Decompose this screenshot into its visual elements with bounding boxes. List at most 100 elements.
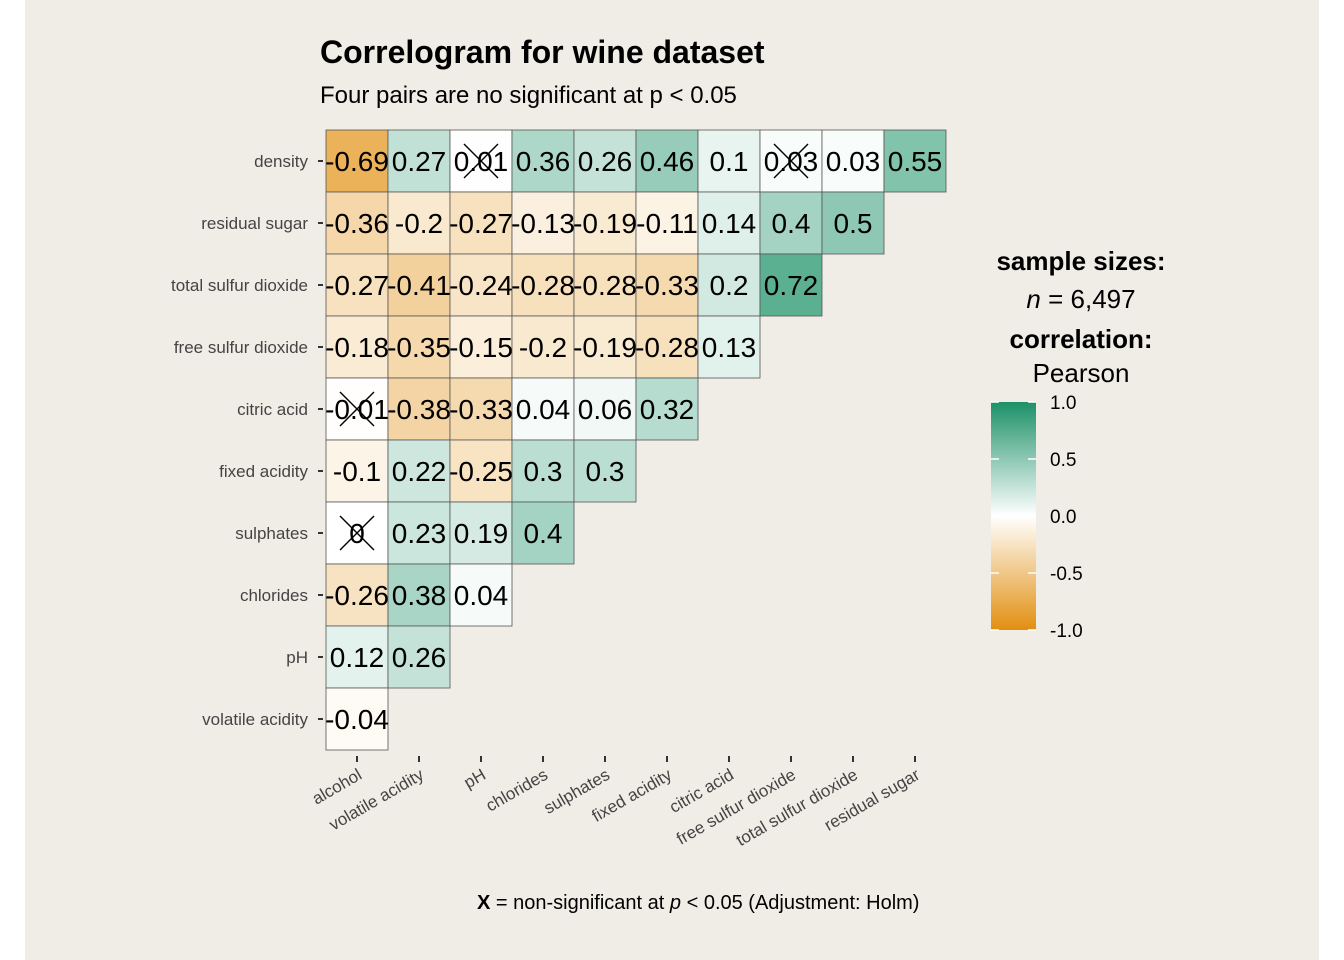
legend-corr-title: correlation: xyxy=(1009,324,1153,354)
y-tick-label: residual sugar xyxy=(201,214,308,233)
heatmap-cell xyxy=(759,253,823,317)
cell-value-label: -0.69 xyxy=(325,146,389,177)
caption-mark: X xyxy=(477,892,491,914)
heatmap-cell xyxy=(449,377,513,441)
cell-value-label: 0.06 xyxy=(578,394,633,425)
y-tick-label: density xyxy=(254,152,308,171)
cell-value-label: -0.28 xyxy=(573,270,637,301)
heatmap-cells: -0.690.270.010.360.260.460.10.030.030.55… xyxy=(325,129,947,751)
cell-value-label: 0.36 xyxy=(516,146,571,177)
legend-sample-title: sample sizes: xyxy=(996,246,1166,276)
heatmap-cell xyxy=(387,625,451,689)
cell-value-label: 0.3 xyxy=(524,456,563,487)
heatmap-cell xyxy=(387,253,451,317)
heatmap-cell xyxy=(697,129,761,193)
heatmap-cell xyxy=(759,191,823,255)
heatmap-cell xyxy=(573,191,637,255)
cell-value-label: -0.27 xyxy=(325,270,389,301)
chart-subtitle: Four pairs are no significant at p < 0.0… xyxy=(320,82,737,109)
heatmap-cell xyxy=(511,191,575,255)
cell-value-label: 0.5 xyxy=(834,208,873,239)
cell-value-label: -0.33 xyxy=(449,394,513,425)
heatmap-cell xyxy=(635,253,699,317)
cell-value-label: 0.26 xyxy=(392,642,447,673)
heatmap-cell xyxy=(697,315,761,379)
cell-value-label: 0.72 xyxy=(764,270,819,301)
caption-p: p xyxy=(669,892,682,914)
cell-value-label: 0.12 xyxy=(330,642,385,673)
heatmap-cell xyxy=(325,315,389,379)
legend-n-value: = 6,497 xyxy=(1040,284,1136,314)
heatmap-cell xyxy=(883,129,947,193)
cell-value-label: -0.27 xyxy=(449,208,513,239)
nonsignificant-cross xyxy=(773,143,809,179)
cell-value-label: 0.38 xyxy=(392,580,447,611)
legend-tick-label: 0.5 xyxy=(1050,450,1076,471)
heatmap-cell xyxy=(387,315,451,379)
heatmap-cell xyxy=(635,129,699,193)
x-tick-label: chlorides xyxy=(483,765,551,815)
cell-value-label: -0.28 xyxy=(635,332,699,363)
caption-text-after: < 0.05 (Adjustment: Holm) xyxy=(681,892,920,914)
heatmap-cell xyxy=(511,315,575,379)
cell-value-label: -0.1 xyxy=(333,456,381,487)
cell-value-label: 0.13 xyxy=(702,332,757,363)
cell-value-label: -0.04 xyxy=(325,704,389,735)
y-tick-label: free sulfur dioxide xyxy=(174,338,308,357)
legend-sample-size: n = 6,497 xyxy=(961,284,1201,315)
chart-caption: X = non-significant at p < 0.05 (Adjustm… xyxy=(477,892,919,915)
cell-value-label: 0.26 xyxy=(578,146,633,177)
heatmap-cell xyxy=(387,501,451,565)
nonsignificant-cross xyxy=(463,143,499,179)
x-tick-label: pH xyxy=(461,765,489,792)
y-tick-label: pH xyxy=(286,648,308,667)
cell-value-label: 0.3 xyxy=(586,456,625,487)
heatmap-cell xyxy=(821,129,885,193)
cell-value-label: -0.24 xyxy=(449,270,513,301)
heatmap-cell xyxy=(635,377,699,441)
cell-value-label: -0.19 xyxy=(573,332,637,363)
heatmap-cell xyxy=(325,687,389,751)
cell-value-label: 0.22 xyxy=(392,456,447,487)
cell-value-label: 0.55 xyxy=(888,146,943,177)
cell-value-label: 0.04 xyxy=(454,580,509,611)
cell-value-label: -0.19 xyxy=(573,208,637,239)
legend-n-label: n xyxy=(1026,284,1041,314)
cell-value-label: 0.32 xyxy=(640,394,695,425)
heatmap-cell xyxy=(573,315,637,379)
cell-value-label: -0.35 xyxy=(387,332,451,363)
heatmap-cell xyxy=(573,377,637,441)
cell-value-label: -0.25 xyxy=(449,456,513,487)
cell-value-label: 0.27 xyxy=(392,146,447,177)
y-tick-label: total sulfur dioxide xyxy=(171,276,308,295)
heatmap-cell xyxy=(325,439,389,503)
heatmap-cell xyxy=(325,253,389,317)
heatmap-cell xyxy=(511,253,575,317)
cell-value-label: 0.19 xyxy=(454,518,509,549)
chart-title: Correlogram for wine dataset xyxy=(320,34,765,70)
heatmap-cell xyxy=(387,377,451,441)
heatmap-cell xyxy=(449,439,513,503)
y-tick-label: volatile acidity xyxy=(202,710,308,729)
legend-corr-method: Pearson xyxy=(1032,358,1130,388)
cell-value-label: 0.04 xyxy=(516,394,571,425)
cell-value-label: -0.41 xyxy=(387,270,451,301)
heatmap-cell xyxy=(821,191,885,255)
cell-value-label: 0.2 xyxy=(710,270,749,301)
cell-value-label: 0.4 xyxy=(772,208,811,239)
cell-value-label: 0.23 xyxy=(392,518,447,549)
heatmap-cell xyxy=(325,625,389,689)
legend-tick-label: -0.5 xyxy=(1050,564,1083,585)
cell-value-label: -0.33 xyxy=(635,270,699,301)
cell-value-label: -0.36 xyxy=(325,208,389,239)
heatmap-cell xyxy=(573,129,637,193)
y-tick-label: citric acid xyxy=(237,400,308,419)
heatmap-cell xyxy=(449,315,513,379)
legend-tick-label: -1.0 xyxy=(1050,621,1083,642)
y-tick-label: fixed acidity xyxy=(219,462,308,481)
cell-value-label: 0.14 xyxy=(702,208,757,239)
heatmap-cell xyxy=(325,191,389,255)
heatmap-cell xyxy=(573,439,637,503)
legend-tick-label: 1.0 xyxy=(1050,393,1076,414)
